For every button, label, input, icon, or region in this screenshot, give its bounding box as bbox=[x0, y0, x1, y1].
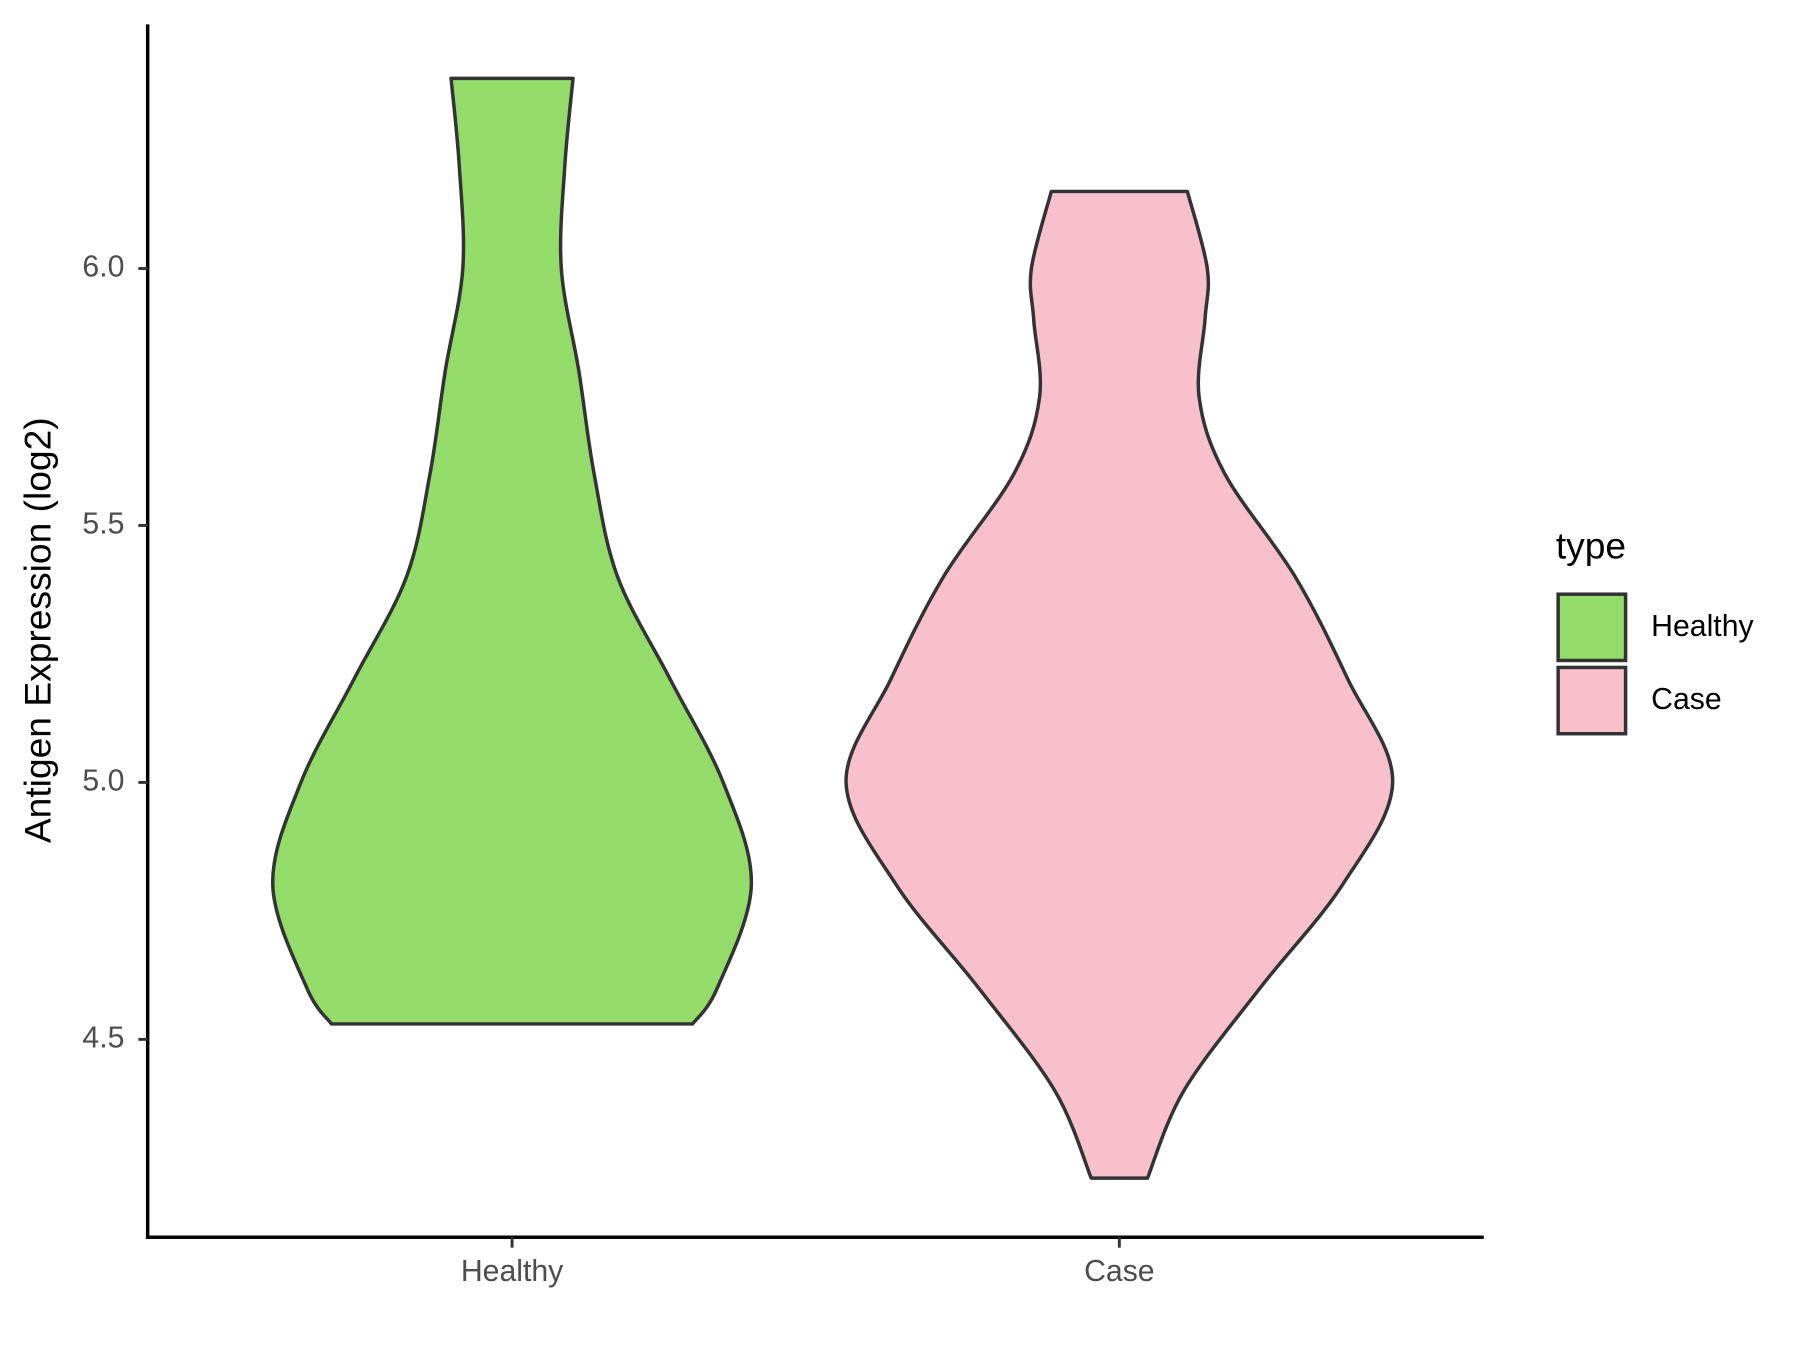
violin bbox=[844, 189, 1395, 1180]
x-tick-label: Healthy bbox=[461, 1255, 564, 1288]
legend-title: type bbox=[1556, 525, 1626, 567]
y-tick-label: 5.5 bbox=[82, 507, 124, 540]
y-tick-label: 6.0 bbox=[82, 251, 124, 284]
legend-label: Healthy bbox=[1651, 610, 1754, 643]
y-axis-title: Antigen Expression (log2) bbox=[17, 417, 59, 843]
legend-key bbox=[1556, 665, 1628, 736]
legend-label: Case bbox=[1651, 683, 1722, 716]
y-tick-label: 4.5 bbox=[82, 1021, 124, 1054]
legend-key bbox=[1556, 592, 1628, 663]
x-tick-label: Case bbox=[1084, 1255, 1155, 1288]
violin bbox=[271, 76, 754, 1026]
y-tick-label: 5.0 bbox=[82, 764, 124, 797]
